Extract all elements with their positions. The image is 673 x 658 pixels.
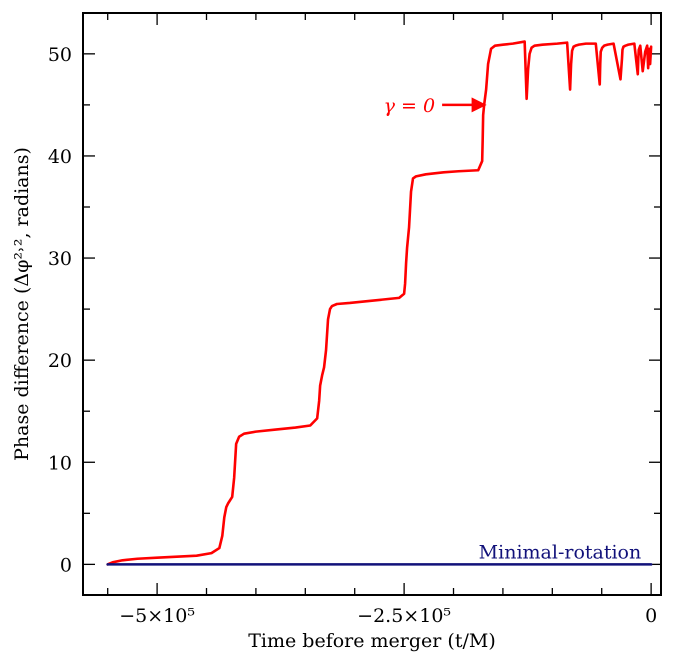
y-tick-label: 10: [48, 452, 72, 474]
y-tick-label: 0: [60, 554, 72, 576]
y-axis-label: Phase difference (Δφ²˒², radians): [11, 147, 33, 461]
x-tick-label: 0: [645, 605, 657, 627]
series-line-gamma-zero: [106, 40, 653, 566]
y-axis-ticks: 0 10 20 30 40 50: [48, 44, 661, 576]
x-axis-label: Time before merger (t/M): [248, 630, 495, 652]
x-tick-label: −2.5×10⁵: [357, 605, 451, 627]
series-layer: [106, 40, 653, 566]
x-tick-label: −5×10⁵: [119, 605, 195, 627]
x-axis-ticks: −5×10⁵ −2.5×10⁵ 0: [107, 13, 657, 627]
y-tick-label: 50: [48, 44, 72, 66]
annotation-layer: γ = 0 Minimal-rotation: [384, 95, 642, 563]
annotation-gamma-zero: γ = 0: [384, 95, 435, 117]
y-tick-label: 40: [48, 146, 72, 168]
y-tick-label: 20: [48, 350, 72, 372]
plot-frame: [82, 12, 662, 596]
y-tick-label: 30: [48, 248, 72, 270]
annotation-minimal-rotation: Minimal-rotation: [479, 541, 642, 563]
